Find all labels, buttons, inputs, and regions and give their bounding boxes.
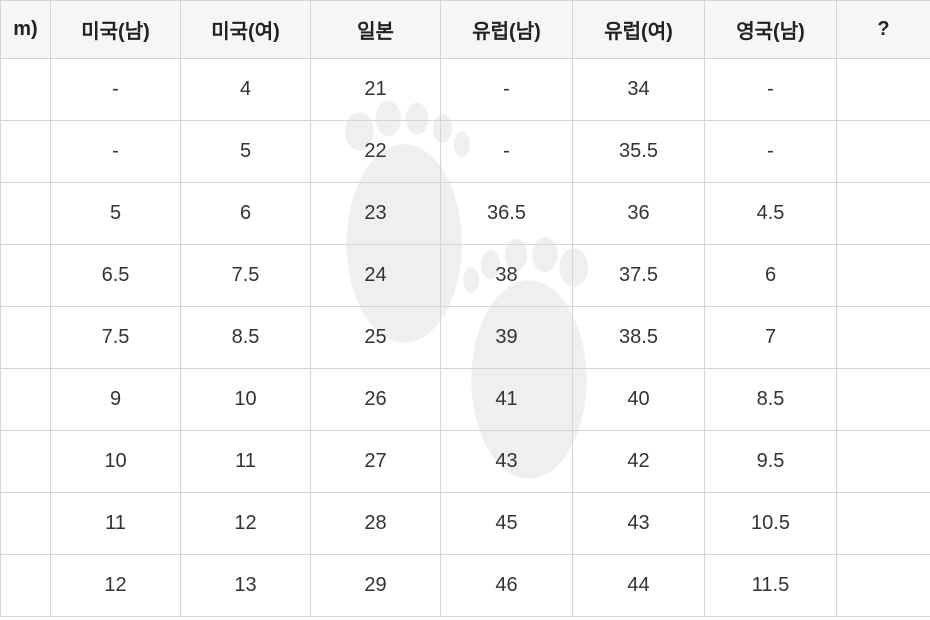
cell: 35.5	[573, 121, 705, 183]
cell: -	[441, 121, 573, 183]
cell: 42	[573, 431, 705, 493]
cell: 46	[441, 555, 573, 617]
cell: 12	[51, 555, 181, 617]
col-header-japan: 일본	[311, 1, 441, 59]
cell	[1, 59, 51, 121]
size-conversion-table-container: m) 미국(남) 미국(여) 일본 유럽(남) 유럽(여) 영국(남) ? - …	[0, 0, 930, 620]
table-body: - 4 21 - 34 - - 5 22 - 35.5 - 5	[1, 59, 930, 617]
table-row: 10 11 27 43 42 9.5	[1, 431, 930, 493]
cell	[837, 431, 930, 493]
cell: 38.5	[573, 307, 705, 369]
col-header-korea: m)	[1, 1, 51, 59]
size-conversion-table: m) 미국(남) 미국(여) 일본 유럽(남) 유럽(여) 영국(남) ? - …	[0, 0, 930, 617]
cell: 5	[181, 121, 311, 183]
cell: 10	[51, 431, 181, 493]
cell: 11	[51, 493, 181, 555]
cell: 7.5	[181, 245, 311, 307]
cell: 7.5	[51, 307, 181, 369]
table-row: - 5 22 - 35.5 -	[1, 121, 930, 183]
table-row: 7.5 8.5 25 39 38.5 7	[1, 307, 930, 369]
cell: -	[705, 121, 837, 183]
cell: 28	[311, 493, 441, 555]
cell	[837, 245, 930, 307]
cell: 22	[311, 121, 441, 183]
cell: -	[441, 59, 573, 121]
cell: 10	[181, 369, 311, 431]
cell: 45	[441, 493, 573, 555]
cell: 23	[311, 183, 441, 245]
cell: 21	[311, 59, 441, 121]
cell: 7	[705, 307, 837, 369]
cell: 6	[181, 183, 311, 245]
table-row: - 4 21 - 34 -	[1, 59, 930, 121]
cell	[1, 369, 51, 431]
table-row: 12 13 29 46 44 11.5	[1, 555, 930, 617]
cell: 13	[181, 555, 311, 617]
cell: 10.5	[705, 493, 837, 555]
cell: 9.5	[705, 431, 837, 493]
cell: 27	[311, 431, 441, 493]
cell: 38	[441, 245, 573, 307]
cell	[837, 307, 930, 369]
cell: 26	[311, 369, 441, 431]
col-header-eu-men: 유럽(남)	[441, 1, 573, 59]
cell: -	[51, 59, 181, 121]
cell: 34	[573, 59, 705, 121]
cell: 40	[573, 369, 705, 431]
cell	[837, 183, 930, 245]
cell: 29	[311, 555, 441, 617]
cell: 43	[441, 431, 573, 493]
col-header-uk-women: ?	[837, 1, 930, 59]
cell	[837, 369, 930, 431]
table-header-row: m) 미국(남) 미국(여) 일본 유럽(남) 유럽(여) 영국(남) ?	[1, 1, 930, 59]
cell	[1, 121, 51, 183]
cell: 8.5	[705, 369, 837, 431]
cell: 11.5	[705, 555, 837, 617]
cell: 6	[705, 245, 837, 307]
col-header-us-women: 미국(여)	[181, 1, 311, 59]
col-header-eu-women: 유럽(여)	[573, 1, 705, 59]
cell	[837, 555, 930, 617]
cell	[1, 183, 51, 245]
cell	[1, 307, 51, 369]
table-row: 11 12 28 45 43 10.5	[1, 493, 930, 555]
cell	[1, 431, 51, 493]
col-header-uk-men: 영국(남)	[705, 1, 837, 59]
cell: 9	[51, 369, 181, 431]
cell: 12	[181, 493, 311, 555]
cell	[837, 121, 930, 183]
cell: 25	[311, 307, 441, 369]
cell: 4	[181, 59, 311, 121]
cell: 37.5	[573, 245, 705, 307]
cell: 8.5	[181, 307, 311, 369]
cell: 24	[311, 245, 441, 307]
cell: 36	[573, 183, 705, 245]
cell	[1, 493, 51, 555]
cell: 4.5	[705, 183, 837, 245]
cell	[837, 493, 930, 555]
cell: 39	[441, 307, 573, 369]
cell: 36.5	[441, 183, 573, 245]
cell	[1, 555, 51, 617]
table-row: 9 10 26 41 40 8.5	[1, 369, 930, 431]
cell: 44	[573, 555, 705, 617]
cell	[1, 245, 51, 307]
table-row: 6.5 7.5 24 38 37.5 6	[1, 245, 930, 307]
cell: 43	[573, 493, 705, 555]
cell: 41	[441, 369, 573, 431]
col-header-us-men: 미국(남)	[51, 1, 181, 59]
cell: -	[705, 59, 837, 121]
cell	[837, 59, 930, 121]
table-row: 5 6 23 36.5 36 4.5	[1, 183, 930, 245]
cell: 6.5	[51, 245, 181, 307]
cell: -	[51, 121, 181, 183]
cell: 11	[181, 431, 311, 493]
cell: 5	[51, 183, 181, 245]
